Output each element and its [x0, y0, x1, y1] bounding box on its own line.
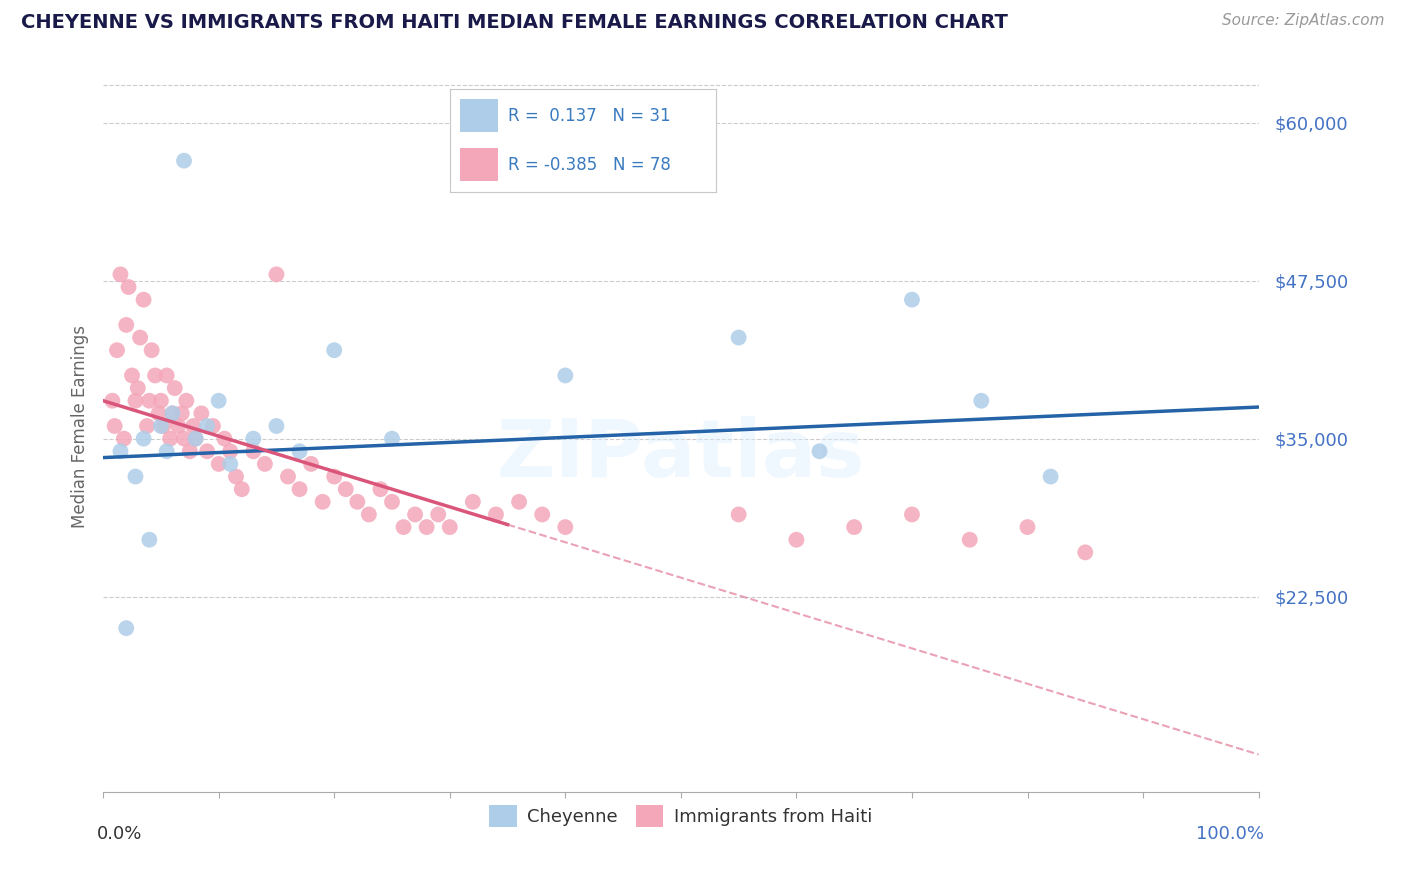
- Point: [959, 533, 981, 547]
- Point: [156, 444, 179, 458]
- Text: 100.0%: 100.0%: [1197, 825, 1264, 844]
- Point: [112, 432, 135, 446]
- Text: CHEYENNE VS IMMIGRANTS FROM HAITI MEDIAN FEMALE EARNINGS CORRELATION CHART: CHEYENNE VS IMMIGRANTS FROM HAITI MEDIAN…: [21, 13, 1008, 32]
- Point: [554, 520, 576, 534]
- Point: [323, 343, 346, 358]
- Point: [167, 419, 190, 434]
- Point: [176, 393, 198, 408]
- Point: [427, 508, 450, 522]
- Point: [179, 444, 201, 458]
- Point: [357, 508, 380, 522]
- Point: [554, 368, 576, 383]
- Point: [439, 520, 461, 534]
- Point: [531, 508, 554, 522]
- Point: [156, 368, 179, 383]
- Point: [138, 393, 160, 408]
- Point: [149, 393, 172, 408]
- Point: [299, 457, 322, 471]
- Point: [141, 343, 163, 358]
- Point: [277, 469, 299, 483]
- Point: [173, 153, 195, 168]
- Point: [162, 406, 184, 420]
- Point: [381, 432, 404, 446]
- Point: [727, 330, 749, 344]
- Point: [117, 280, 139, 294]
- Point: [288, 482, 311, 496]
- Point: [138, 533, 160, 547]
- Point: [225, 469, 247, 483]
- Point: [190, 406, 212, 420]
- Point: [219, 444, 242, 458]
- Point: [132, 293, 155, 307]
- Point: [970, 393, 993, 408]
- Point: [101, 393, 124, 408]
- Point: [162, 406, 184, 420]
- Y-axis label: Median Female Earnings: Median Female Earnings: [72, 325, 89, 527]
- Point: [219, 457, 242, 471]
- Point: [170, 406, 193, 420]
- Point: [1039, 469, 1062, 483]
- Point: [110, 268, 132, 282]
- Point: [404, 508, 426, 522]
- Point: [105, 343, 128, 358]
- Point: [901, 293, 924, 307]
- Point: [149, 419, 172, 434]
- Point: [181, 419, 204, 434]
- Point: [346, 495, 368, 509]
- Point: [323, 469, 346, 483]
- Text: Source: ZipAtlas.com: Source: ZipAtlas.com: [1222, 13, 1385, 29]
- Point: [381, 495, 404, 509]
- Point: [370, 482, 392, 496]
- Point: [266, 419, 288, 434]
- Point: [132, 432, 155, 446]
- Point: [335, 482, 357, 496]
- Text: 0.0%: 0.0%: [97, 825, 143, 844]
- Point: [1074, 545, 1097, 559]
- Point: [148, 406, 170, 420]
- Point: [461, 495, 484, 509]
- Point: [159, 432, 181, 446]
- Point: [392, 520, 415, 534]
- Point: [121, 368, 143, 383]
- Point: [129, 330, 152, 344]
- Point: [808, 444, 831, 458]
- Legend: Cheyenne, Immigrants from Haiti: Cheyenne, Immigrants from Haiti: [482, 798, 880, 835]
- Point: [184, 432, 207, 446]
- Point: [201, 419, 224, 434]
- Point: [415, 520, 437, 534]
- Point: [311, 495, 333, 509]
- Point: [266, 268, 288, 282]
- Point: [214, 432, 236, 446]
- Point: [173, 432, 195, 446]
- Point: [115, 318, 138, 332]
- Point: [242, 432, 264, 446]
- Point: [785, 533, 807, 547]
- Point: [242, 444, 264, 458]
- Point: [195, 419, 218, 434]
- Point: [485, 508, 508, 522]
- Point: [104, 419, 127, 434]
- Point: [1017, 520, 1039, 534]
- Point: [901, 508, 924, 522]
- Point: [110, 444, 132, 458]
- Point: [231, 482, 253, 496]
- Point: [208, 457, 231, 471]
- Point: [143, 368, 166, 383]
- Point: [208, 393, 231, 408]
- Point: [124, 393, 146, 408]
- Point: [184, 432, 207, 446]
- Point: [163, 381, 186, 395]
- Point: [288, 444, 311, 458]
- Point: [115, 621, 138, 635]
- Point: [844, 520, 866, 534]
- Point: [127, 381, 149, 395]
- Point: [195, 444, 218, 458]
- Point: [727, 508, 749, 522]
- Point: [508, 495, 530, 509]
- Point: [136, 419, 159, 434]
- Point: [253, 457, 276, 471]
- Point: [152, 419, 174, 434]
- Point: [124, 469, 146, 483]
- Text: ZIPatlas: ZIPatlas: [496, 417, 865, 494]
